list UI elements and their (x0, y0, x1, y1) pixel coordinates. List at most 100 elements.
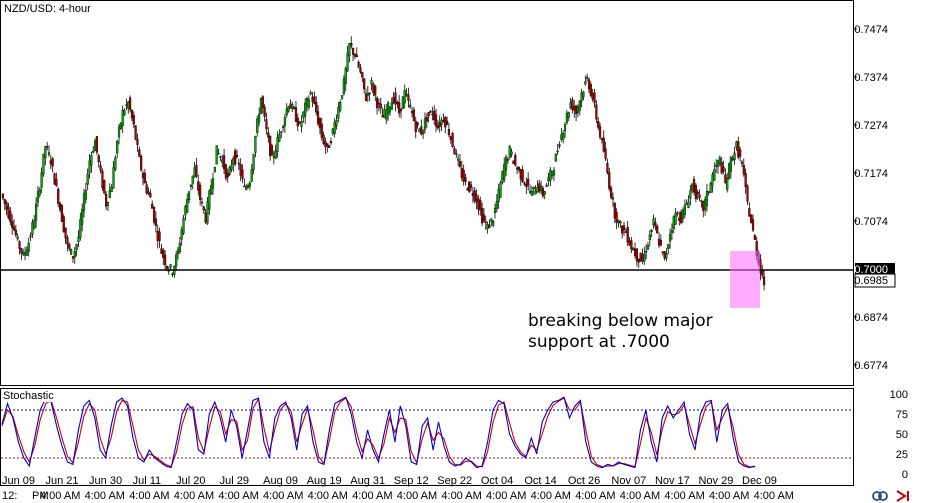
support-price-label: 0.7000 (854, 264, 888, 276)
candle-body (318, 118, 322, 129)
candle-body (219, 156, 222, 158)
candle-body (661, 251, 664, 253)
candle-body (217, 153, 220, 155)
candle-body (563, 124, 567, 132)
candle-body (694, 184, 697, 200)
candle-body (119, 122, 122, 129)
candle-body (304, 102, 307, 117)
candle-body (724, 174, 727, 184)
candle-body (571, 99, 574, 111)
candle-body (75, 244, 78, 250)
candle-body (322, 134, 325, 144)
candle-body (5, 202, 8, 210)
candle-body (134, 125, 137, 140)
stochastic-tick-label: 25 (896, 449, 908, 461)
candle-body (329, 141, 333, 144)
candle-body (22, 252, 25, 255)
candle-body (622, 225, 626, 230)
candle-body (29, 235, 32, 238)
candle-body (333, 122, 336, 134)
candle-body (576, 106, 580, 113)
candle-body (82, 193, 86, 212)
x-date-label: Aug 19 (307, 475, 342, 487)
candle-body (610, 187, 613, 198)
candle-body (145, 184, 148, 193)
candle-body (602, 137, 605, 152)
candle-body (514, 155, 517, 166)
candle-body (243, 185, 246, 188)
x-time-label: 4:00 AM (174, 490, 214, 502)
candle-body (748, 208, 751, 217)
candle-body (499, 182, 502, 198)
candle-body (246, 185, 250, 188)
candle-body (687, 201, 690, 209)
candle-body (525, 184, 528, 187)
candle-body (403, 90, 406, 104)
candle-body (344, 68, 347, 85)
candle-body (490, 218, 493, 222)
candle-body (444, 117, 447, 128)
link-icon[interactable] (872, 491, 888, 501)
candle-body (184, 206, 187, 216)
candle-body (252, 154, 255, 170)
candle-body (663, 251, 666, 259)
candle-body (335, 120, 338, 127)
candle-body (224, 164, 228, 179)
candle-body (449, 136, 452, 140)
candle-body (154, 218, 157, 226)
price-tick-label: 0.7274 (854, 120, 888, 132)
candle-body (14, 229, 17, 236)
candle-body (375, 97, 379, 109)
candle-body (296, 117, 299, 127)
candle-body (337, 106, 340, 119)
candle-body (97, 155, 100, 163)
candle-body (160, 248, 163, 254)
candle-body (611, 197, 615, 200)
candle-body (66, 237, 69, 245)
candle-body (46, 146, 49, 148)
candle-body (381, 115, 384, 118)
candle-body (396, 102, 399, 105)
candle-body (503, 163, 506, 180)
x-time-label: 4:00 AM (531, 490, 571, 502)
x-time-label: 4:00 AM (397, 490, 437, 502)
candle-body (143, 172, 146, 184)
candle-body (127, 101, 130, 109)
candle-body (128, 97, 132, 110)
candle-body (407, 94, 410, 101)
x-date-label: Jul 20 (176, 475, 205, 487)
candle-body (458, 161, 462, 167)
candle-body (210, 185, 213, 195)
candle-body (281, 126, 285, 128)
candle-body (398, 102, 401, 114)
candle-body (680, 211, 683, 224)
candle-body (692, 178, 696, 193)
candle-body (324, 141, 327, 148)
x-time-label: 4:00 AM (754, 490, 794, 502)
stochastic-signal-line (1, 397, 755, 468)
candle-body (471, 192, 474, 196)
price-tick-label: 0.6874 (854, 312, 888, 324)
candle-body (534, 190, 537, 195)
current-price-label: 0.6985 (854, 275, 888, 287)
candle-body (646, 244, 650, 250)
candle-body (713, 169, 716, 181)
candle-body (33, 220, 36, 229)
candle-body (7, 206, 10, 218)
candle-body (51, 158, 54, 167)
candle-body (71, 256, 75, 259)
candle-body (366, 93, 369, 96)
candle-body (445, 120, 449, 125)
candle-body (361, 72, 364, 78)
candle-body (399, 108, 403, 112)
candle-body (53, 173, 56, 185)
candle-body (331, 128, 334, 134)
scroll-right-icon[interactable] (896, 490, 909, 502)
candle-body (645, 251, 648, 253)
candle-body (705, 190, 709, 206)
candle-body (162, 249, 165, 258)
candle-body (711, 174, 714, 186)
candle-body (257, 114, 261, 123)
candle-body (357, 61, 360, 68)
